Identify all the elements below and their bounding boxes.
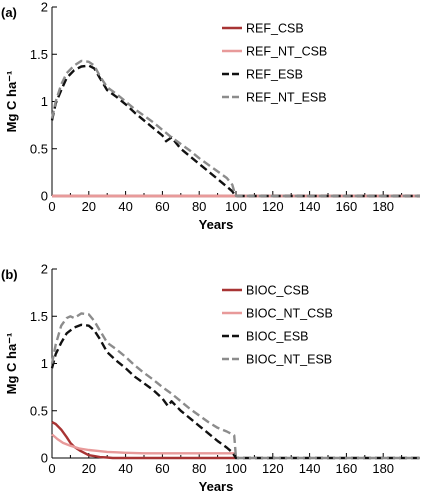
panel-b: 00.511.520 20 40 60 80 100 120 140 160 180YearsMg… bbox=[1, 262, 420, 494]
y-tick-label: 1.5 bbox=[30, 47, 48, 62]
x-tick-label: 0 bbox=[48, 461, 55, 476]
panel-a: 00.511.520 20 40 60 80 100 120 140 160 180YearsMg… bbox=[1, 0, 420, 232]
x-tick-label: 100 bbox=[225, 199, 247, 214]
x-tick-label: 100 bbox=[225, 461, 247, 476]
x-tick-label: 0 bbox=[48, 199, 55, 214]
y-tick-label: 0 bbox=[41, 451, 48, 466]
series-line bbox=[50, 59, 420, 198]
x-tick-label: 160 bbox=[336, 199, 358, 214]
x-tick-label: 40 bbox=[118, 461, 132, 476]
x-tick-label: 160 bbox=[336, 461, 358, 476]
x-tick-label: 140 bbox=[299, 199, 321, 214]
series-line bbox=[50, 323, 420, 460]
panel-label: (a) bbox=[1, 5, 17, 20]
y-axis-label: Mg C ha⁻¹ bbox=[4, 71, 19, 133]
legend-entry-label: BIOC_ESB bbox=[246, 330, 309, 344]
legend-entry-label: REF_ESB bbox=[246, 68, 303, 82]
x-tick-label: 140 bbox=[299, 461, 321, 476]
x-tick-label: 180 bbox=[372, 461, 394, 476]
series-line bbox=[51, 421, 236, 460]
y-tick-label: 1.5 bbox=[30, 309, 48, 324]
series-line bbox=[50, 312, 420, 460]
legend-entry-label: BIOC_NT_ESB bbox=[246, 353, 332, 367]
y-tick-label: 2 bbox=[41, 262, 48, 277]
series-line bbox=[51, 433, 236, 455]
y-axis-label: Mg C ha⁻¹ bbox=[4, 333, 19, 395]
legend-entry-label: REF_NT_ESB bbox=[246, 91, 327, 105]
legend-entry-label: BIOC_NT_CSB bbox=[246, 307, 333, 321]
x-tick-label: 20 bbox=[82, 461, 96, 476]
x-tick-label: 120 bbox=[262, 199, 284, 214]
series-line bbox=[50, 64, 420, 198]
x-tick-label: 180 bbox=[372, 199, 394, 214]
x-tick-label: 40 bbox=[118, 199, 132, 214]
y-tick-label: 1 bbox=[41, 94, 48, 109]
legend: BIOC_CSB BIOC_NT_CSB BIOC_ESB BIOC_NT_ESB bbox=[222, 284, 333, 367]
legend-entry-label: REF_CSB bbox=[246, 22, 304, 36]
legend-entry-label: BIOC_CSB bbox=[246, 284, 309, 298]
x-tick-label: 60 bbox=[155, 461, 169, 476]
y-tick-label: 2 bbox=[41, 0, 48, 15]
panel-label: (b) bbox=[1, 267, 18, 282]
y-tick-label: 0.5 bbox=[30, 403, 48, 418]
legend-entry-label: REF_NT_CSB bbox=[246, 45, 327, 59]
x-tick-label: 80 bbox=[192, 461, 206, 476]
x-tick-label: 120 bbox=[262, 461, 284, 476]
legend: REF_CSB REF_NT_CSB REF_ESB REF_NT_ESB bbox=[222, 22, 327, 105]
x-axis-label: Years bbox=[199, 479, 234, 494]
x-tick-label: 60 bbox=[155, 199, 169, 214]
y-tick-label: 0 bbox=[41, 189, 48, 204]
x-axis-label: Years bbox=[199, 217, 234, 232]
x-tick-label: 80 bbox=[192, 199, 206, 214]
y-tick-label: 0.5 bbox=[30, 141, 48, 156]
y-tick-label: 1 bbox=[41, 356, 48, 371]
x-tick-label: 20 bbox=[82, 199, 96, 214]
